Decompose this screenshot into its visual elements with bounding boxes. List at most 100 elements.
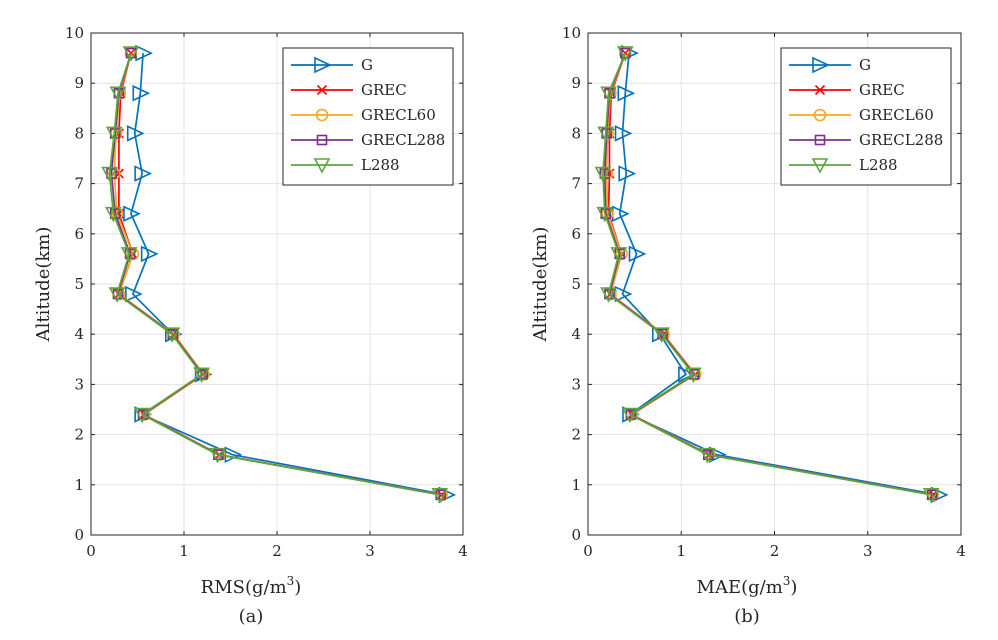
legend-box (780, 47, 952, 186)
data-point (104, 206, 122, 223)
data-point (120, 247, 138, 263)
data-point (597, 126, 615, 143)
data-point (616, 46, 634, 62)
series-l288 (594, 46, 940, 504)
x-axis-label: RMS(g/m3) (201, 574, 302, 598)
data-point (610, 247, 628, 263)
y-tick-label: 6 (571, 225, 581, 243)
data-point (600, 86, 617, 102)
legend: G GREC GRECL60 GRECL288 L288 (282, 47, 454, 186)
y-tick-label: 4 (571, 325, 581, 343)
y-tick-label: 7 (571, 175, 581, 193)
data-point (125, 285, 143, 303)
y-tick-label: 10 (562, 24, 581, 42)
legend-marker (814, 84, 826, 96)
data-point (628, 245, 647, 263)
data-point (134, 406, 153, 423)
series-l288 (101, 46, 449, 504)
legend-entry: L288 (859, 156, 898, 174)
y-axis-label: Altitude(km) (33, 227, 54, 343)
data-point (617, 84, 636, 102)
y-tick-label: 5 (571, 275, 581, 293)
y-tick-label: 1 (571, 476, 581, 494)
data-point (685, 367, 702, 384)
legend-entry: GRECL288 (361, 131, 445, 149)
data-point (209, 447, 226, 464)
x-axis-label-main: MAE(g/m (697, 577, 783, 598)
y-tick-label: 0 (74, 526, 84, 544)
data-point (622, 406, 640, 423)
legend-marker (314, 56, 332, 74)
y-tick-label: 10 (65, 24, 84, 42)
x-tick-label: 3 (863, 542, 873, 560)
x-tick-label: 0 (86, 542, 96, 560)
legend-entry: L288 (361, 156, 400, 174)
legend-marker (813, 108, 827, 122)
data-point (126, 125, 145, 142)
x-tick-label: 4 (956, 542, 966, 560)
legend-marker (812, 56, 830, 74)
y-tick-label: 0 (571, 526, 581, 544)
y-tick-label: 9 (571, 74, 581, 92)
data-point (431, 488, 449, 504)
y-tick-label: 7 (74, 175, 84, 193)
y-tick-label: 4 (74, 325, 84, 343)
data-point (133, 407, 151, 424)
y-tick-label: 5 (74, 275, 84, 293)
x-tick-label: 1 (179, 542, 189, 560)
y-tick-label: 8 (571, 124, 581, 142)
x-tick-label: 2 (770, 542, 780, 560)
x-axis-label-sup: 3 (287, 574, 295, 588)
panel-a: 0 1 2 3 4012345678910RMS(g/m3)(a)Altitude(km… (33, 24, 468, 627)
y-tick-label: 3 (74, 375, 84, 393)
legend-entry: GRECL60 (361, 106, 436, 124)
x-tick-label: 4 (458, 542, 468, 560)
x-axis-label-sup: 3 (783, 574, 791, 588)
data-point (618, 165, 637, 182)
legend-entry: GRECL60 (859, 106, 934, 124)
data-point (132, 84, 151, 102)
y-tick-label: 8 (74, 124, 84, 142)
data-point (122, 46, 140, 62)
data-point (109, 86, 127, 102)
data-point (140, 245, 159, 263)
data-point (123, 205, 141, 222)
y-tick-label: 2 (74, 426, 84, 444)
x-tick-label: 2 (272, 542, 282, 560)
data-point (108, 287, 126, 303)
legend-box (282, 47, 454, 186)
y-tick-label: 1 (74, 476, 84, 494)
y-tick-label: 9 (74, 74, 84, 92)
x-axis-label-tail: ) (790, 577, 797, 598)
data-point (600, 287, 617, 303)
panel-label: (b) (734, 606, 760, 627)
legend-marker (316, 84, 328, 96)
x-tick-label: 3 (365, 542, 375, 560)
x-axis-label-tail: ) (294, 577, 301, 598)
legend-entry: G (361, 56, 373, 74)
data-point (134, 165, 153, 182)
y-tick-label: 6 (74, 225, 84, 243)
y-tick-label: 3 (571, 375, 581, 393)
legend-entry: GRECL288 (859, 131, 943, 149)
x-tick-label: 0 (583, 542, 593, 560)
legend-marker (313, 158, 331, 174)
legend-marker (316, 134, 328, 146)
data-point (614, 125, 633, 142)
data-point (653, 327, 671, 343)
legend-entry: GREC (361, 81, 407, 99)
legend-marker (814, 134, 826, 146)
data-point (105, 126, 123, 143)
legend-marker (315, 108, 329, 122)
data-point (621, 407, 639, 424)
legend: G GREC GRECL60 GRECL288 L288 (780, 47, 952, 186)
legend-marker (811, 158, 829, 174)
data-point (193, 367, 211, 384)
data-point (101, 166, 118, 183)
x-axis-label: MAE(g/m3) (697, 574, 798, 598)
legend-entry: GREC (859, 81, 905, 99)
x-tick-label: 1 (676, 542, 686, 560)
data-point (922, 488, 940, 504)
data-point (594, 166, 612, 183)
